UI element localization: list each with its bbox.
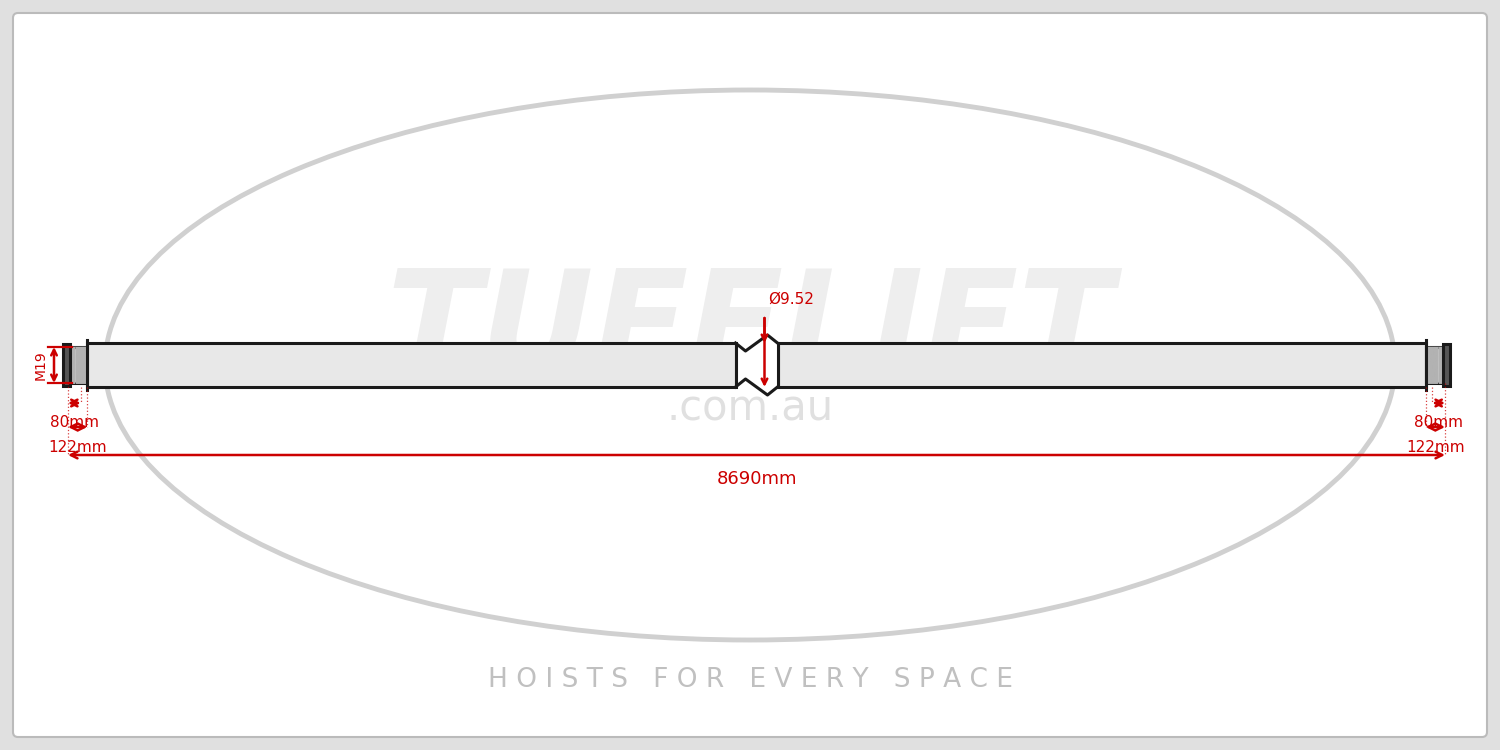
Text: 122mm: 122mm [1406, 440, 1464, 455]
Bar [63, 344, 70, 386]
Text: 122mm: 122mm [48, 440, 106, 455]
FancyBboxPatch shape [13, 13, 1486, 737]
Text: 8690mm: 8690mm [717, 470, 797, 488]
Bar [1425, 347, 1444, 383]
Bar [68, 347, 87, 383]
Bar [87, 343, 735, 387]
Text: TUFFLIFT: TUFFLIFT [387, 265, 1113, 400]
Bar [1443, 344, 1450, 386]
Text: 80mm: 80mm [50, 415, 99, 430]
Text: M19: M19 [34, 350, 48, 380]
Text: .com.au: .com.au [666, 387, 834, 429]
Text: 80mm: 80mm [1414, 415, 1462, 430]
Bar [777, 343, 1425, 387]
Bar [735, 337, 777, 393]
Text: Ø9.52: Ø9.52 [768, 292, 814, 307]
Text: H O I S T S   F O R   E V E R Y   S P A C E: H O I S T S F O R E V E R Y S P A C E [488, 667, 1012, 693]
